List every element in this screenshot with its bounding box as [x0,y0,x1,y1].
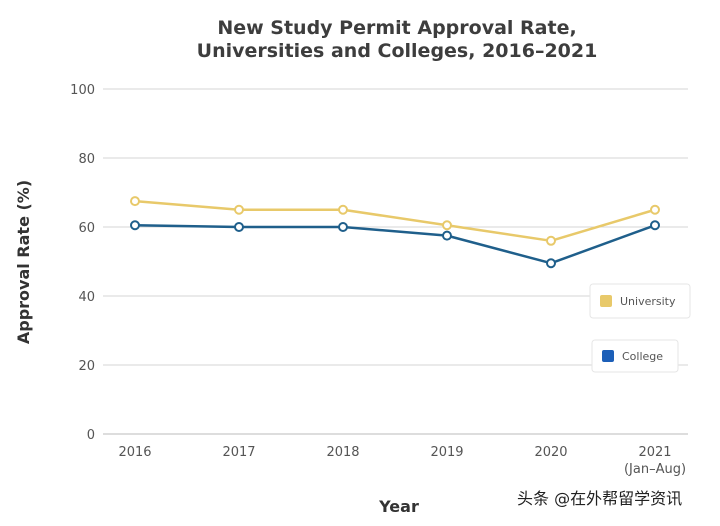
watermark: 头条 @在外帮留学资讯 [517,489,682,508]
series-line-college [134,224,656,265]
legend-university-box [589,283,691,319]
legend-college: College [591,339,679,373]
y-tick-80: 80 [78,152,95,167]
y-axis-ticks: 0 20 40 60 80 100 [70,83,95,443]
legend-college-swatch [602,350,614,362]
legend-college-label: College [622,350,663,363]
point-college-2016 [130,220,140,231]
point-university-2020 [546,235,556,246]
series-lines [130,196,660,269]
y-axis-label: Approval Rate (%) [14,180,33,344]
legend-university-label: University [620,295,676,308]
series-line-university [134,199,656,243]
legend-university-swatch [600,295,612,307]
y-tick-20: 20 [78,359,95,374]
point-college-2017 [234,222,244,232]
x-axis-ticks: 2016 2017 2018 2019 2020 2021 (Jan–Aug) [118,445,686,477]
chart-title-line2: Universities and Colleges, 2016–2021 [197,40,598,62]
x-tick-2021: 2021 [638,445,671,460]
point-university-2021 [650,204,660,215]
x-tick-sublabel-2021: (Jan–Aug) [624,462,686,477]
y-tick-100: 100 [70,83,95,98]
x-axis-label: Year [378,497,419,516]
point-university-2019 [442,220,452,231]
x-tick-2020: 2020 [534,445,567,460]
point-university-2018 [338,204,348,215]
point-college-2020 [546,258,556,269]
legend-university: University [589,283,691,319]
y-tick-60: 60 [78,221,95,236]
point-university-2017 [234,204,244,215]
x-tick-2017: 2017 [222,445,255,460]
point-college-2018 [338,222,348,232]
point-college-2019 [442,230,452,241]
point-university-2016 [130,196,140,207]
chart-title-line1: New Study Permit Approval Rate, [217,17,576,39]
gridlines [103,88,688,435]
x-tick-2016: 2016 [118,445,151,460]
y-tick-40: 40 [78,290,95,305]
point-college-2021 [650,220,660,231]
legend-college-box [591,339,679,373]
x-tick-2019: 2019 [430,445,463,460]
x-tick-2018: 2018 [326,445,359,460]
y-tick-0: 0 [87,428,95,443]
